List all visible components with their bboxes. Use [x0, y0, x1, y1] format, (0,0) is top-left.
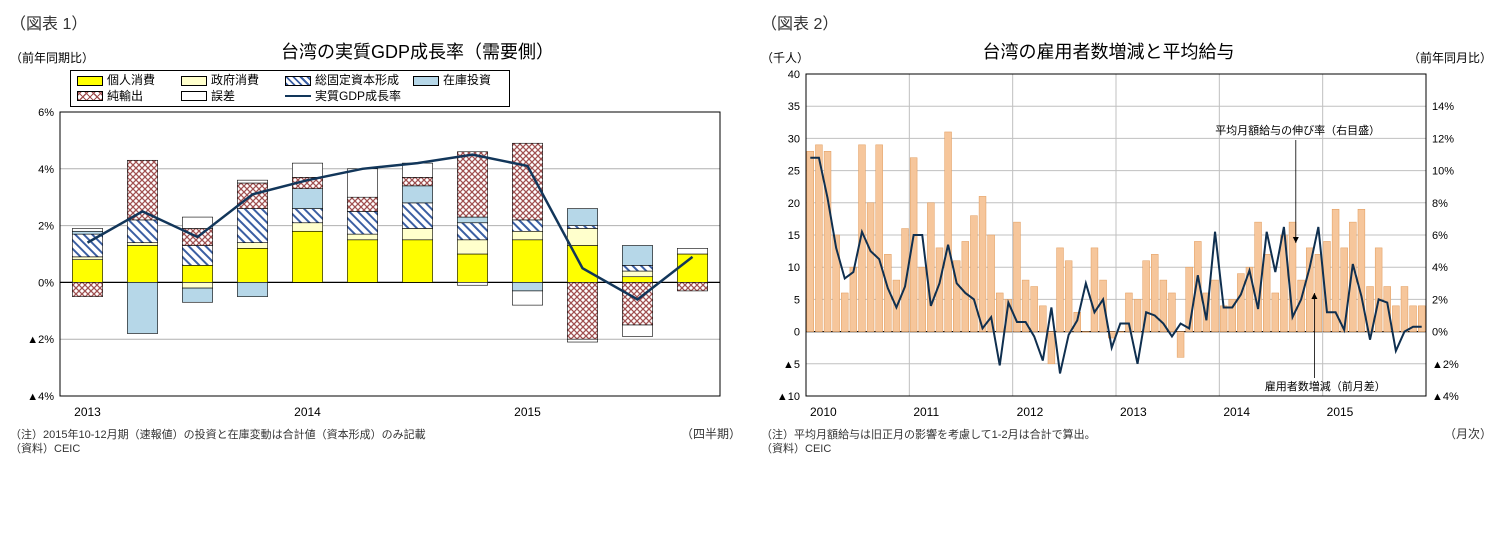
- svg-text:▲2%: ▲2%: [27, 334, 54, 346]
- chart-panel-1: （図表 1） （前年同期比） 台湾の実質GDP成長率（需要側） 個人消費 政府消…: [10, 10, 741, 457]
- svg-text:▲2%: ▲2%: [1432, 359, 1459, 371]
- svg-text:10: 10: [788, 262, 800, 274]
- svg-text:0%: 0%: [1432, 327, 1448, 339]
- chart-svg-2: ▲10 ▲5 0 5 10 15 20 25 30 35 40 ▲4% ▲2% 0% 2% 4% 6% 8% 10%…: [761, 66, 1481, 426]
- legend-capital: 総固定資本形成: [285, 73, 399, 89]
- legend-netexport: 純輸出: [77, 89, 167, 105]
- x-axis-unit-2: （月次）: [1444, 427, 1492, 443]
- svg-text:2011: 2011: [913, 405, 939, 419]
- svg-text:4%: 4%: [38, 164, 54, 176]
- svg-text:2014: 2014: [294, 405, 321, 419]
- svg-text:平均月額給与の伸び率（右目盛）: 平均月額給与の伸び率（右目盛）: [1215, 123, 1380, 137]
- svg-text:▲4%: ▲4%: [27, 391, 54, 403]
- svg-text:2015: 2015: [514, 405, 541, 419]
- note-2b: （資料）CEIC: [761, 442, 1492, 456]
- svg-text:8%: 8%: [1432, 198, 1448, 210]
- chart-title-1: 台湾の実質GDP成長率（需要側）: [94, 38, 741, 64]
- figure-label-2: （図表 2）: [761, 10, 1492, 34]
- svg-text:2%: 2%: [1432, 294, 1448, 306]
- legend-gov: 政府消費: [181, 73, 271, 89]
- svg-text:2013: 2013: [1120, 405, 1147, 419]
- legend-1: 個人消費 政府消費 総固定資本形成 在庫投資 純輸出 誤差 実質GDP成長率: [70, 70, 510, 107]
- svg-text:2014: 2014: [1223, 405, 1250, 419]
- svg-text:▲5: ▲5: [783, 359, 800, 371]
- note-2a: （注）平均月額給与は旧正月の影響を考慮して1-2月は合計で算出。: [761, 428, 1492, 442]
- svg-text:2010: 2010: [810, 405, 837, 419]
- figure-label-1: （図表 1）: [10, 10, 741, 34]
- svg-text:0: 0: [794, 327, 800, 339]
- legend-error: 誤差: [181, 89, 271, 105]
- y-axis-label-1: （前年同期比）: [10, 49, 94, 66]
- chart-svg-1: ▲4% ▲2% 0% 2% 4% 6% 2013 2014 2015: [10, 66, 730, 426]
- note-1a: （注）2015年10-12月期（速報値）の投資と在庫変動は合計値（資本形成）のみ…: [10, 428, 741, 442]
- svg-text:30: 30: [788, 133, 800, 145]
- svg-text:4%: 4%: [1432, 262, 1448, 274]
- svg-text:▲4%: ▲4%: [1432, 391, 1459, 403]
- legend-gdp: 実質GDP成長率: [285, 89, 465, 105]
- svg-text:雇用者数増減（前月差）: 雇用者数増減（前月差）: [1265, 379, 1386, 393]
- svg-text:2012: 2012: [1017, 405, 1044, 419]
- legend-inventory: 在庫投資: [413, 73, 503, 89]
- y1-axis-label-2: （千人）: [761, 49, 809, 66]
- svg-text:2013: 2013: [74, 405, 101, 419]
- svg-text:10%: 10%: [1432, 166, 1454, 178]
- svg-text:2015: 2015: [1327, 405, 1354, 419]
- svg-text:6%: 6%: [1432, 230, 1448, 242]
- svg-text:0%: 0%: [38, 277, 54, 289]
- svg-text:35: 35: [788, 101, 800, 113]
- svg-text:2%: 2%: [38, 221, 54, 233]
- chart-title-2: 台湾の雇用者数増減と平均給与: [809, 38, 1408, 64]
- svg-text:20: 20: [788, 198, 800, 210]
- svg-text:40: 40: [788, 69, 800, 81]
- svg-text:6%: 6%: [38, 107, 54, 119]
- svg-text:25: 25: [788, 166, 800, 178]
- svg-text:5: 5: [794, 294, 800, 306]
- svg-text:15: 15: [788, 230, 800, 242]
- svg-text:12%: 12%: [1432, 133, 1454, 145]
- chart-panel-2: （図表 2） （千人） 台湾の雇用者数増減と平均給与 （前年同月比） ▲10 ▲5…: [761, 10, 1492, 457]
- legend-personal: 個人消費: [77, 73, 167, 89]
- svg-text:14%: 14%: [1432, 101, 1454, 113]
- svg-text:▲10: ▲10: [777, 391, 800, 403]
- x-axis-unit-1: （四半期）: [681, 427, 741, 443]
- note-1b: （資料）CEIC: [10, 442, 741, 456]
- y2-axis-label-2: （前年同月比）: [1408, 49, 1492, 66]
